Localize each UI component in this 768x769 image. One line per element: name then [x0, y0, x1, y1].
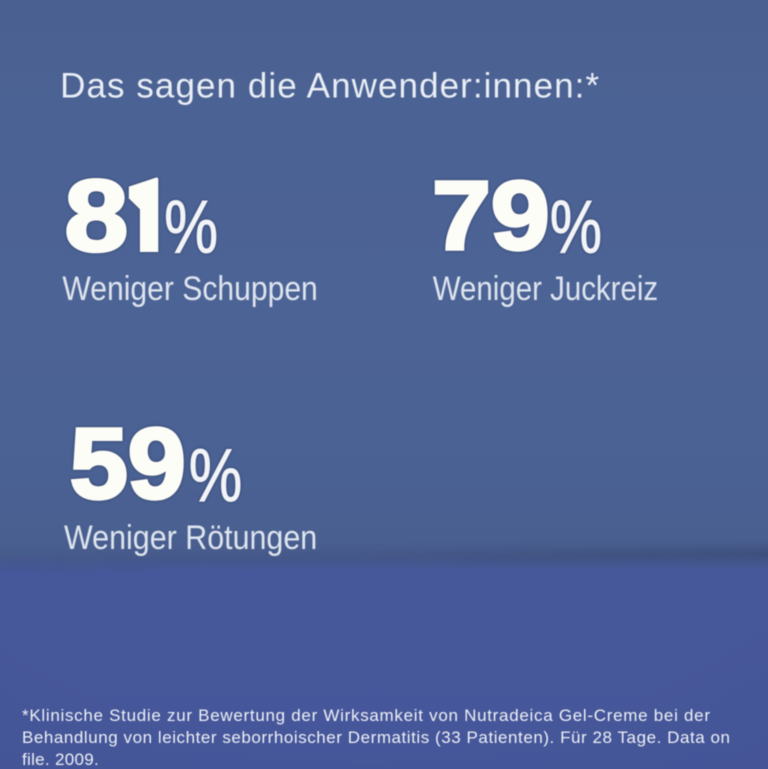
- svg-text:file. 2009.: file. 2009.: [22, 750, 99, 769]
- svg-text:Weniger Rötungen: Weniger Rötungen: [64, 519, 317, 557]
- svg-text:Weniger Juckreiz: Weniger Juckreiz: [433, 270, 658, 308]
- svg-text:Weniger Schuppen: Weniger Schuppen: [62, 270, 317, 308]
- svg-text:Das sagen die Anwender:innen:*: Das sagen die Anwender:innen:*: [60, 67, 599, 106]
- svg-text:%: %: [189, 433, 243, 517]
- svg-text:Behandlung von leichter seborr: Behandlung von leichter seborrhoischer D…: [22, 728, 730, 747]
- svg-text:%: %: [550, 185, 602, 269]
- svg-text:79: 79: [432, 161, 550, 270]
- svg-text:*Klinische Studie zur Bewertun: *Klinische Studie zur Bewertung der Wirk…: [22, 706, 710, 725]
- svg-text:8: 8: [65, 160, 129, 272]
- svg-text:%: %: [164, 185, 218, 269]
- svg-text:59: 59: [70, 408, 186, 520]
